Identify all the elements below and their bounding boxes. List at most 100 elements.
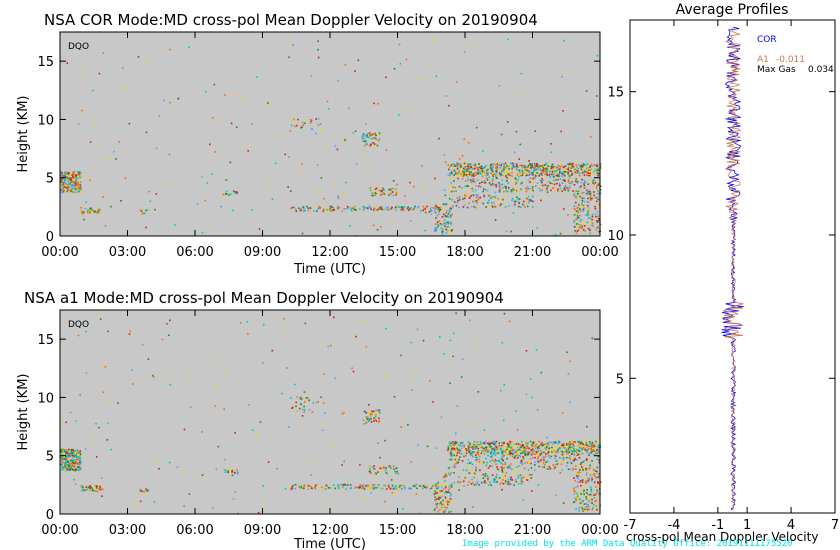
echo-pixel [332,207,335,209]
echo-pixel [304,401,306,403]
echo-pixel [521,461,523,464]
echo-pixel [454,186,456,189]
echo-pixel [92,210,94,213]
echo-pixel [306,205,308,208]
echo-pixel [68,468,71,471]
echo-pixel [465,172,467,175]
echo-pixel [552,171,554,174]
echo-pixel [539,454,541,456]
echo-pixel [291,487,294,490]
echo-pixel [589,464,591,467]
echo-pixel [408,487,410,490]
echo-pixel [579,463,582,466]
echo-pixel [487,454,489,457]
echo-pixel [544,184,547,186]
echo-pixel [595,492,598,495]
echo-pixel [362,155,364,157]
echo-pixel [425,206,428,208]
echo-pixel [592,504,595,506]
echo-pixel [567,468,570,471]
echo-pixel [75,449,78,452]
echo-pixel [472,178,474,181]
echo-pixel [570,462,573,465]
echo-pixel [67,173,69,176]
echo-pixel [72,464,75,466]
echo-pixel [514,166,516,168]
echo-pixel [365,412,368,414]
echo-pixel [71,454,73,456]
echo-pixel [361,134,364,137]
echo-pixel [469,449,472,452]
echo-pixel [326,100,329,103]
echo-pixel [361,137,364,140]
echo-pixel [513,151,516,154]
echo-pixel [361,320,364,322]
echo-pixel [581,481,584,483]
echo-pixel [463,455,465,458]
echo-pixel [509,442,511,445]
echo-pixel [453,190,455,193]
echo-pixel [464,195,467,197]
echo-pixel [62,453,65,456]
echo-pixel [543,466,546,469]
echo-pixel [456,172,458,174]
echo-pixel [394,470,396,473]
echo-pixel [537,446,539,449]
echo-pixel [554,170,556,172]
echo-pixel [572,459,575,462]
echo-pixel [463,172,466,175]
echo-pixel [284,487,287,490]
echo-pixel [85,330,87,333]
echo-pixel [449,214,452,217]
echo-pixel [563,179,566,181]
echo-pixel [581,479,584,481]
echo-pixel [575,475,578,478]
echo-pixel [484,189,487,191]
echo-pixel [183,505,185,507]
echo-pixel [358,208,361,211]
echo-pixel [452,332,455,335]
echo-pixel [585,442,587,445]
echo-pixel [502,198,504,201]
echo-pixel [75,458,77,460]
echo-pixel [395,191,398,194]
echo-pixel [591,498,593,501]
echo-pixel [563,39,565,42]
echo-pixel [496,164,498,166]
echo-pixel [575,195,577,198]
echo-pixel [595,456,597,459]
echo-pixel [348,107,350,110]
echo-pixel [467,195,470,198]
x-tick-label: 00:00 [581,245,618,260]
echo-pixel [94,488,96,491]
echo-pixel [293,483,296,486]
echo-pixel [96,485,98,488]
echo-pixel [78,469,80,472]
echo-pixel [576,181,579,183]
echo-pixel [496,165,498,168]
echo-pixel [96,490,99,493]
echo-pixel [456,451,459,454]
echo-pixel [303,411,305,413]
echo-pixel [247,150,249,152]
echo-pixel [324,488,327,490]
echo-pixel [522,168,525,170]
echo-pixel [596,163,599,166]
echo-pixel [423,485,425,487]
echo-pixel [587,477,590,480]
echo-pixel [533,163,536,165]
echo-pixel [385,488,388,490]
echo-pixel [448,441,451,444]
echo-pixel [66,172,69,174]
echo-pixel [597,184,600,186]
echo-pixel [369,131,371,134]
echo-pixel [341,464,343,466]
echo-pixel [475,445,478,448]
echo-pixel [468,171,471,173]
top-panel-title: NSA COR Mode:MD cross-pol Mean Doppler V… [44,11,538,29]
echo-pixel [483,451,485,453]
echo-pixel [250,208,253,211]
echo-pixel [508,446,511,449]
echo-pixel [452,164,455,167]
echo-pixel [545,162,547,165]
